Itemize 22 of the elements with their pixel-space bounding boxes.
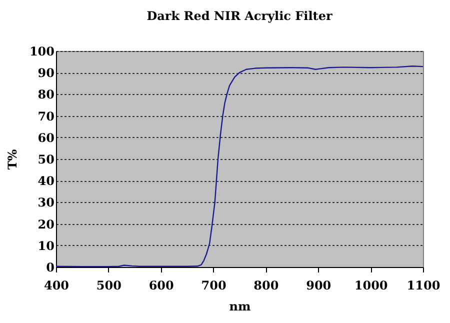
x-tick-label: 800 (254, 278, 279, 292)
x-tick-label: 700 (201, 278, 226, 292)
x-axis-title: nm (229, 300, 252, 314)
y-tick-label: 80 (38, 88, 54, 102)
x-tick-label: 600 (148, 278, 174, 292)
y-tick-label: 60 (38, 130, 54, 145)
x-tick-label: 1000 (354, 278, 388, 292)
y-tick-label: 40 (38, 174, 54, 188)
x-tick-label: 900 (306, 278, 332, 292)
x-tick-label: 1100 (406, 278, 440, 292)
y-tick-label: 0 (46, 260, 54, 274)
y-tick-label: 30 (38, 196, 54, 210)
y-tick-label: 100 (29, 44, 54, 58)
x-tick-label: 400 (44, 278, 70, 292)
x-tick-label: 500 (96, 278, 122, 292)
y-tick-label: 90 (38, 66, 54, 80)
y-tick-label: 20 (38, 217, 54, 232)
y-tick-label: 50 (38, 152, 54, 166)
y-tick-label: 10 (38, 238, 54, 253)
y-axis-title: T% (5, 148, 20, 170)
y-tick-label: 70 (38, 109, 54, 124)
chart-title: Dark Red NIR Acrylic Filter (146, 9, 333, 23)
